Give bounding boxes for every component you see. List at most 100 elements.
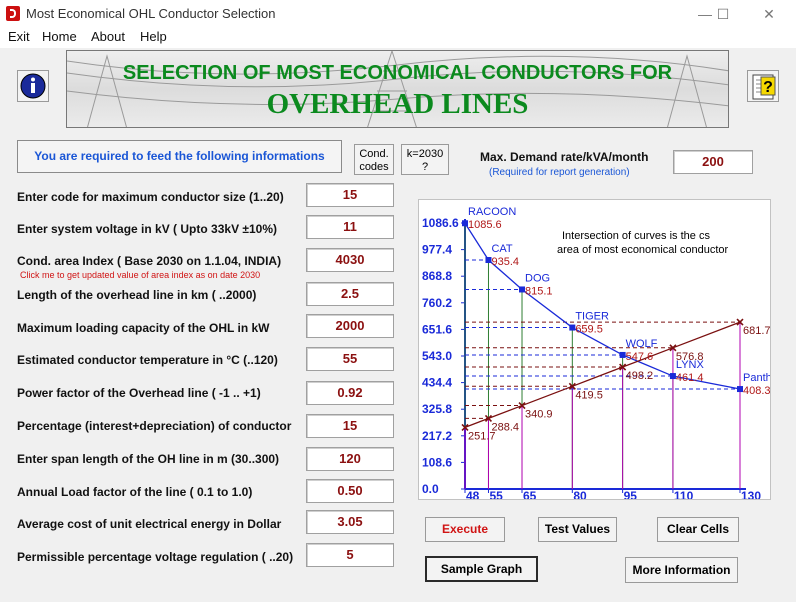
data-label: 815.1 [525, 285, 553, 297]
close-button[interactable]: ✕ [763, 6, 775, 22]
x-tick-label: 55 [489, 489, 503, 500]
system-voltage-input[interactable]: 11 [306, 215, 394, 239]
interest-depreciation-input[interactable]: 15 [306, 414, 394, 438]
info-icon [20, 73, 46, 99]
power-factor-input[interactable]: 0.92 [306, 381, 394, 405]
max-loading-label: Maximum loading capacity of the OHL in k… [17, 321, 270, 335]
x-tick-label: 48 [466, 489, 480, 500]
minimize-button[interactable]: — [698, 6, 712, 22]
y-tick-label: 760.2 [422, 296, 452, 310]
y-tick-label: 651.6 [422, 322, 452, 336]
data-label: 288.4 [491, 421, 519, 433]
cond-codes-button[interactable]: Cond. codes [354, 144, 394, 175]
app-icon [6, 6, 20, 21]
point-marker [568, 382, 576, 390]
load-factor-input[interactable]: 0.50 [306, 479, 394, 503]
menu-help[interactable]: Help [140, 29, 167, 44]
y-tick-label: 868.8 [422, 269, 452, 283]
header-banner: SELECTION OF MOST ECONOMICAL CONDUCTORS … [66, 50, 729, 128]
point-marker [736, 318, 744, 326]
info-button[interactable] [17, 70, 49, 102]
conductor-name-label: DOG [525, 272, 550, 284]
voltage-regulation-label: Permissible percentage voltage regulatio… [17, 550, 294, 564]
energy-cost-label: Average cost of unit electrical energy i… [17, 517, 282, 531]
cond-codes-label-1: Cond. [359, 148, 389, 160]
area-index-label[interactable]: Cond. area Index ( Base 2030 on 1.1.04, … [17, 254, 282, 268]
energy-cost-input[interactable]: 3.05 [306, 510, 394, 534]
sample-graph-button[interactable]: Sample Graph [425, 556, 538, 582]
point-marker [669, 373, 676, 380]
title-bar: Most Economical OHL Conductor Selection … [0, 0, 796, 28]
k2030-label-2: ? [421, 161, 429, 173]
data-label: 461.4 [676, 372, 704, 384]
point-marker [519, 286, 526, 293]
instruction-notice: You are required to feed the following i… [17, 140, 342, 173]
data-label: 659.5 [575, 324, 603, 336]
max-demand-input[interactable]: 200 [673, 150, 753, 174]
point-marker [518, 401, 526, 410]
data-label: 419.5 [575, 389, 603, 401]
test-values-button[interactable]: Test Values [538, 517, 617, 542]
load-factor-label: Annual Load factor of the line ( 0.1 to … [17, 485, 253, 499]
y-tick-label: 217.2 [422, 429, 452, 443]
data-label: 547.6 [626, 351, 654, 363]
cond-codes-label-2: codes [359, 161, 389, 173]
y-tick-label: 434.4 [422, 376, 452, 390]
line-length-label: Length of the overhead line in km ( ..20… [17, 288, 257, 302]
max-conductor-code-label: Enter code for maximum conductor size (1… [17, 190, 284, 204]
interest-depreciation-label: Percentage (interest+depreciation) of co… [17, 419, 292, 433]
data-label: 1085.6 [468, 219, 502, 231]
k2030-button[interactable]: k=2030 ? [401, 144, 449, 175]
help-button[interactable]: ? [747, 70, 779, 102]
banner-title: SELECTION OF MOST ECONOMICAL CONDUCTORS … [122, 62, 673, 84]
menu-home[interactable]: Home [42, 29, 77, 44]
x-tick-label: 80 [573, 489, 587, 500]
chart-annotation-line-1: Intersection of curves is the cs [562, 230, 710, 242]
power-factor-label: Power factor of the Overhead line ( -1 .… [17, 386, 261, 400]
conductor-name-label: TIGER [575, 311, 609, 323]
maximize-button[interactable]: ☐ [716, 6, 730, 22]
svg-text:?: ? [763, 79, 773, 96]
window-title: Most Economical OHL Conductor Selection [26, 6, 276, 21]
span-length-input[interactable]: 120 [306, 447, 394, 471]
conductor-temperature-input[interactable]: 55 [306, 347, 394, 371]
y-tick-label: 1086.6 [422, 216, 459, 230]
point-marker [462, 220, 468, 227]
k2030-label-1: k=2030 [406, 148, 444, 160]
data-label: 935.4 [491, 256, 519, 268]
data-label: 681.7 [743, 325, 771, 337]
conductor-temperature-label: Estimated conductor temperature in °C (.… [17, 353, 278, 367]
chart-annotation-line-2: area of most economical conductor [557, 244, 729, 256]
y-tick-label: 543.0 [422, 349, 452, 363]
menu-about[interactable]: About [91, 29, 125, 44]
conductor-name-label: WOLF [626, 338, 658, 350]
area-index-input[interactable]: 4030 [306, 248, 394, 272]
conductor-name-label: LYNX [676, 359, 705, 371]
max-conductor-code-input[interactable]: 15 [306, 183, 394, 207]
point-marker [737, 386, 743, 393]
area-index-update-link[interactable]: Click me to get updated value of area in… [20, 270, 261, 280]
execute-button[interactable]: Execute [425, 517, 505, 542]
x-tick-label: 130 [741, 489, 761, 500]
max-demand-label: Max. Demand rate/kVA/month [480, 150, 649, 164]
point-marker [485, 257, 492, 264]
point-marker [461, 423, 469, 431]
point-marker [569, 324, 576, 331]
max-demand-note: (Required for report generation) [489, 167, 630, 178]
data-label: 498.2 [626, 370, 654, 382]
menu-exit[interactable]: Exit [8, 29, 30, 44]
data-label: 576.8 [676, 351, 704, 363]
more-information-button[interactable]: More Information [625, 557, 738, 583]
conductor-name-label: Panth [743, 372, 771, 384]
voltage-regulation-input[interactable]: 5 [306, 543, 394, 567]
x-tick-label: 95 [624, 489, 638, 500]
y-tick-label: 0.0 [422, 482, 439, 496]
point-marker [669, 344, 677, 352]
max-loading-input[interactable]: 2000 [306, 314, 394, 338]
line-length-input[interactable]: 2.5 [306, 282, 394, 306]
y-tick-label: 108.6 [422, 455, 452, 469]
power-line-background [67, 51, 728, 127]
clear-cells-button[interactable]: Clear Cells [657, 517, 739, 542]
menu-bar: Exit Home About Help [0, 28, 796, 48]
y-tick-label: 977.4 [422, 243, 452, 257]
